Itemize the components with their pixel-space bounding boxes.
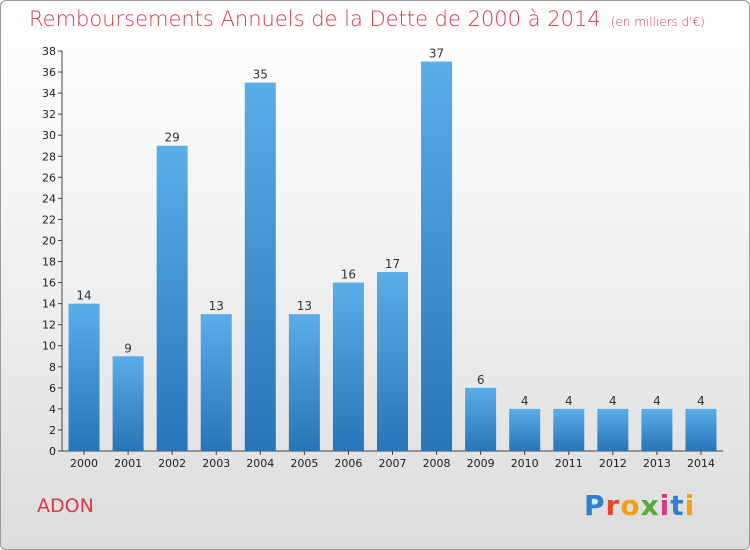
bar-value-label: 4: [653, 394, 661, 408]
y-tick-label: 24: [42, 192, 56, 205]
x-tick-label: 2014: [687, 457, 715, 470]
y-tick-label: 12: [42, 319, 56, 332]
x-tick-label: 2013: [643, 457, 671, 470]
logo-letter: P: [584, 489, 606, 522]
y-tick-label: 34: [42, 87, 56, 100]
bar: [156, 145, 188, 451]
y-tick-label: 10: [42, 340, 56, 353]
bar-value-label: 13: [297, 299, 312, 313]
x-tick-label: 2005: [290, 457, 318, 470]
bar-value-label: 37: [429, 47, 444, 61]
bar: [200, 314, 232, 451]
y-tick-label: 28: [42, 150, 56, 163]
bar: [465, 387, 497, 451]
proxiti-logo: Proxiti: [584, 489, 695, 522]
x-tick-label: 2010: [511, 457, 539, 470]
bar: [244, 82, 276, 451]
x-tick-label: 2004: [246, 457, 274, 470]
bar: [112, 356, 144, 451]
y-tick-label: 38: [42, 45, 56, 58]
bar: [597, 408, 629, 451]
y-tick-label: 8: [49, 361, 56, 374]
x-tick-label: 2002: [158, 457, 186, 470]
chart-unit: (en milliers d'€): [610, 15, 705, 29]
commune-name: ADON: [37, 495, 94, 517]
logo-letter: r: [605, 489, 621, 522]
logo-letter: x: [640, 489, 660, 522]
logo-letter: i: [659, 489, 671, 522]
x-tick-label: 2006: [334, 457, 362, 470]
bar-value-label: 16: [341, 268, 356, 282]
x-tick-label: 2011: [555, 457, 583, 470]
x-tick-label: 2012: [599, 457, 627, 470]
bar: [509, 408, 541, 451]
bar-value-label: 14: [76, 289, 91, 303]
y-tick-label: 32: [42, 108, 56, 121]
x-tick-label: 2008: [423, 457, 451, 470]
bar-value-label: 35: [253, 68, 268, 82]
logo-letter: t: [670, 489, 685, 522]
bar: [641, 408, 673, 451]
logo-letter: i: [684, 489, 696, 522]
chart-title: Remboursements Annuels de la Dette de 20…: [29, 7, 705, 31]
bar: [68, 303, 100, 451]
bar-value-label: 9: [124, 341, 132, 355]
y-tick-label: 26: [42, 171, 56, 184]
bar: [553, 408, 585, 451]
y-tick-label: 4: [49, 403, 56, 416]
y-tick-label: 22: [42, 213, 56, 226]
bar-value-label: 29: [165, 131, 180, 145]
y-tick-label: 14: [42, 298, 56, 311]
bar: [332, 282, 364, 451]
bar-value-label: 17: [385, 257, 400, 271]
bar: [377, 272, 408, 451]
bar-value-label: 4: [565, 394, 573, 408]
x-tick-label: 2001: [114, 457, 142, 470]
bar: [685, 408, 717, 451]
bar-value-label: 6: [477, 373, 485, 387]
bar-value-label: 4: [609, 394, 617, 408]
y-tick-label: 30: [42, 129, 56, 142]
bar-value-label: 4: [521, 394, 529, 408]
y-tick-label: 18: [42, 256, 56, 269]
y-tick-label: 16: [42, 277, 56, 290]
y-tick-label: 36: [42, 66, 56, 79]
y-tick-label: 6: [49, 382, 56, 395]
x-tick-label: 2003: [202, 457, 230, 470]
x-tick-label: 2000: [70, 457, 98, 470]
bar: [288, 314, 320, 451]
bar: [421, 61, 453, 452]
bar-value-label: 4: [697, 394, 705, 408]
logo-letter: o: [620, 489, 641, 522]
x-tick-label: 2009: [467, 457, 495, 470]
bar-value-label: 13: [209, 299, 224, 313]
y-tick-label: 20: [42, 234, 56, 247]
y-tick-label: 2: [49, 424, 56, 437]
chart-title-text: Remboursements Annuels de la Dette de 20…: [29, 7, 601, 31]
y-tick-label: 0: [49, 445, 56, 458]
x-tick-label: 2007: [379, 457, 407, 470]
